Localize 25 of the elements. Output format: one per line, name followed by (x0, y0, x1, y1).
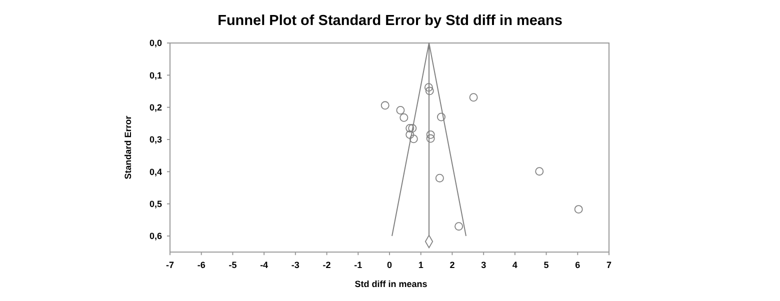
y-axis-title: Standard Error (123, 115, 133, 180)
y-tick-label: 0,5 (149, 198, 162, 209)
x-tick-label: 3 (481, 260, 486, 270)
x-tick-label: 6 (575, 260, 580, 270)
y-tick-label: 0,3 (149, 134, 162, 145)
y-tick-label: 0,1 (149, 70, 162, 80)
y-tick-label: 0,2 (149, 102, 162, 112)
x-tick-label: 5 (544, 260, 549, 270)
x-tick-label: 1 (418, 260, 424, 270)
x-tick-label: -5 (228, 260, 237, 270)
x-tick-label: -6 (197, 260, 206, 270)
chart-title: Funnel Plot of Standard Error by Std diff in means (218, 13, 562, 29)
x-tick-label: 4 (512, 260, 518, 270)
x-tick-label: 0 (386, 260, 392, 270)
y-tick-label: 0,0 (149, 38, 162, 48)
x-axis-title: Std diff in means (354, 279, 428, 289)
x-tick-label: -1 (354, 260, 362, 270)
x-tick-label: -3 (291, 260, 300, 270)
y-tick-label: 0,4 (149, 166, 162, 177)
y-tick-label: 0,6 (149, 231, 162, 242)
x-tick-label: 7 (606, 260, 612, 270)
x-tick-label: 2 (450, 260, 455, 270)
x-tick-label: -4 (260, 260, 268, 270)
x-tick-label: -2 (322, 260, 331, 270)
x-tick-label: -7 (166, 260, 174, 270)
